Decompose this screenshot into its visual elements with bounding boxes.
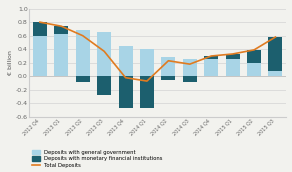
Bar [140,49,154,76]
Bar [268,37,282,71]
Bar [204,59,218,76]
Bar [183,76,197,82]
Bar [268,71,282,76]
Bar [247,63,261,76]
Bar [76,30,90,76]
Bar [119,46,133,76]
Bar [161,57,175,76]
Bar [33,36,47,76]
Legend: Deposits with general government, Deposits with monetary financial institutions,: Deposits with general government, Deposi… [32,150,162,168]
Y-axis label: € billion: € billion [8,50,13,75]
Bar [97,76,111,95]
Bar [33,22,47,36]
Bar [54,26,68,34]
Bar [97,32,111,76]
Bar [140,76,154,108]
Bar [247,50,261,63]
Bar [119,76,133,108]
Bar [54,34,68,76]
Bar [226,54,239,59]
Bar [226,59,239,76]
Bar [183,59,197,76]
Bar [204,56,218,59]
Bar [161,76,175,80]
Bar [76,76,90,82]
